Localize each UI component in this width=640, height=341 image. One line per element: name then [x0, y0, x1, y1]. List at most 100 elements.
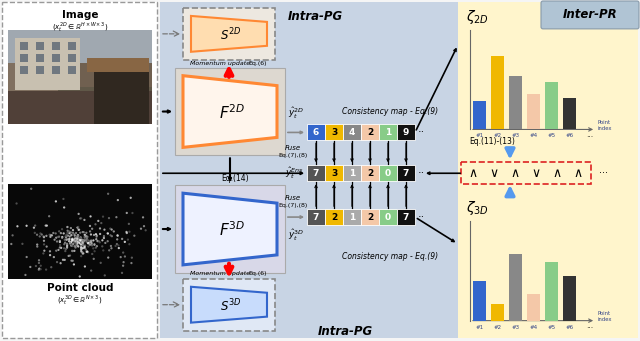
Point [61, 235, 71, 240]
Point [72, 237, 82, 243]
Point [76, 239, 86, 244]
Point [72, 239, 83, 244]
Point [63, 233, 73, 238]
FancyBboxPatch shape [8, 91, 152, 124]
Point [51, 248, 61, 253]
Point [39, 238, 49, 243]
Point [76, 216, 86, 221]
Point [59, 205, 69, 210]
Point [114, 246, 124, 251]
Point [76, 238, 86, 244]
Point [77, 240, 88, 246]
Point [102, 231, 113, 236]
Point [77, 238, 87, 243]
FancyBboxPatch shape [51, 66, 60, 74]
Point [62, 245, 72, 250]
Point [105, 226, 115, 231]
Text: Point cloud: Point cloud [47, 283, 113, 293]
Point [72, 237, 83, 242]
Polygon shape [191, 16, 267, 52]
Text: 7: 7 [403, 169, 409, 178]
FancyBboxPatch shape [379, 124, 397, 140]
Point [122, 210, 132, 216]
Text: #5: #5 [547, 133, 556, 138]
Point [76, 238, 86, 244]
Point [67, 237, 77, 242]
Point [70, 239, 81, 244]
Point [64, 229, 74, 234]
FancyBboxPatch shape [563, 98, 576, 130]
Point [77, 251, 88, 256]
Point [32, 244, 42, 249]
FancyBboxPatch shape [541, 1, 639, 29]
Point [64, 231, 74, 236]
Point [68, 262, 79, 267]
FancyBboxPatch shape [51, 42, 60, 50]
Point [72, 233, 83, 238]
FancyBboxPatch shape [19, 54, 28, 62]
Point [42, 244, 52, 249]
Point [70, 236, 81, 241]
Point [74, 239, 84, 245]
Point [90, 249, 100, 254]
Text: Intra-PG: Intra-PG [317, 325, 372, 338]
Point [76, 240, 86, 245]
Point [86, 268, 96, 273]
Point [83, 237, 93, 243]
Point [72, 234, 83, 240]
Point [61, 233, 72, 238]
Point [12, 224, 22, 229]
Point [103, 231, 113, 236]
Text: Consistency map - Eq.(9): Consistency map - Eq.(9) [342, 252, 438, 262]
Point [36, 263, 46, 268]
Point [80, 235, 90, 241]
Text: #6: #6 [565, 133, 573, 138]
FancyBboxPatch shape [379, 165, 397, 181]
FancyBboxPatch shape [68, 66, 76, 74]
Text: Point
index: Point index [598, 311, 612, 322]
Text: 0: 0 [385, 212, 391, 222]
Point [70, 244, 81, 249]
Point [74, 238, 84, 243]
Text: #6: #6 [565, 325, 573, 330]
Point [34, 257, 44, 263]
Point [111, 243, 121, 249]
Point [83, 240, 93, 246]
Point [76, 238, 86, 244]
Point [83, 240, 93, 246]
Point [86, 239, 97, 245]
FancyBboxPatch shape [8, 30, 152, 63]
Point [58, 231, 68, 236]
Point [86, 239, 96, 244]
Text: 7: 7 [313, 169, 319, 178]
Point [63, 237, 73, 242]
Point [112, 241, 122, 247]
Point [39, 242, 49, 247]
Point [76, 238, 86, 243]
Point [77, 246, 88, 251]
Point [78, 241, 88, 247]
Point [84, 238, 94, 243]
Point [129, 233, 140, 238]
FancyBboxPatch shape [183, 279, 275, 330]
Point [113, 197, 123, 203]
FancyBboxPatch shape [8, 63, 58, 106]
Point [96, 220, 106, 226]
Point [38, 251, 49, 256]
Text: Momentum update: Momentum update [190, 61, 250, 66]
Point [95, 260, 106, 266]
Point [68, 238, 78, 243]
Point [97, 243, 108, 249]
Point [60, 234, 70, 239]
Point [73, 233, 83, 238]
Point [74, 238, 84, 244]
Text: $F^{3D}$: $F^{3D}$ [219, 221, 245, 239]
Polygon shape [183, 76, 277, 147]
Point [46, 265, 56, 270]
Point [113, 233, 123, 238]
Point [55, 238, 65, 243]
Point [62, 224, 72, 230]
Point [84, 241, 94, 246]
Point [55, 239, 65, 245]
Text: ∧: ∧ [511, 167, 520, 180]
